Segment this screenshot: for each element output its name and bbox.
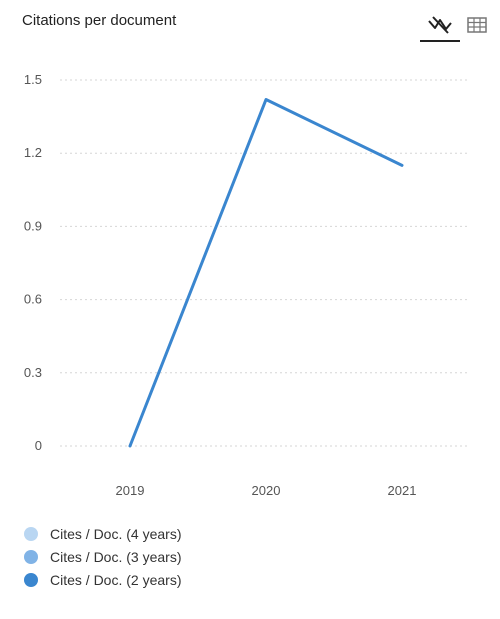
y-tick-label: 0.3: [24, 365, 42, 380]
x-tick-label: 2020: [252, 483, 281, 498]
y-tick-label: 0.6: [24, 292, 42, 307]
x-tick-label: 2019: [116, 483, 145, 498]
table-grid-icon: [467, 17, 487, 33]
legend-item[interactable]: Cites / Doc. (2 years): [24, 568, 181, 591]
legend-swatch: [24, 572, 38, 587]
line-chart: 0 0.3 0.6 0.9 1.2 1.5 2019 2020 2021: [24, 72, 470, 498]
y-tick-label: 1.5: [24, 72, 42, 87]
y-tick-label: 1.2: [24, 145, 42, 160]
legend-item[interactable]: Cites / Doc. (3 years): [24, 545, 181, 568]
chart-header: Citations per document: [0, 0, 500, 46]
legend-swatch: [24, 526, 38, 541]
chart-title: Citations per document: [22, 12, 177, 29]
x-tick-label: 2021: [388, 483, 417, 498]
legend-swatch: [24, 549, 38, 564]
legend-label: Cites / Doc. (2 years): [50, 571, 182, 588]
chart-legend: Cites / Doc. (4 years) Cites / Doc. (3 y…: [24, 522, 181, 591]
y-tick-label: 0.9: [24, 218, 42, 233]
y-tick-label: 0: [35, 438, 42, 453]
series-line: [128, 98, 404, 448]
legend-label: Cites / Doc. (4 years): [50, 525, 182, 542]
chart-view-toggle[interactable]: [420, 8, 460, 42]
line-chart-icon: [428, 16, 452, 34]
legend-label: Cites / Doc. (3 years): [50, 548, 182, 565]
table-view-toggle[interactable]: [462, 8, 492, 42]
legend-item[interactable]: Cites / Doc. (4 years): [24, 522, 181, 545]
